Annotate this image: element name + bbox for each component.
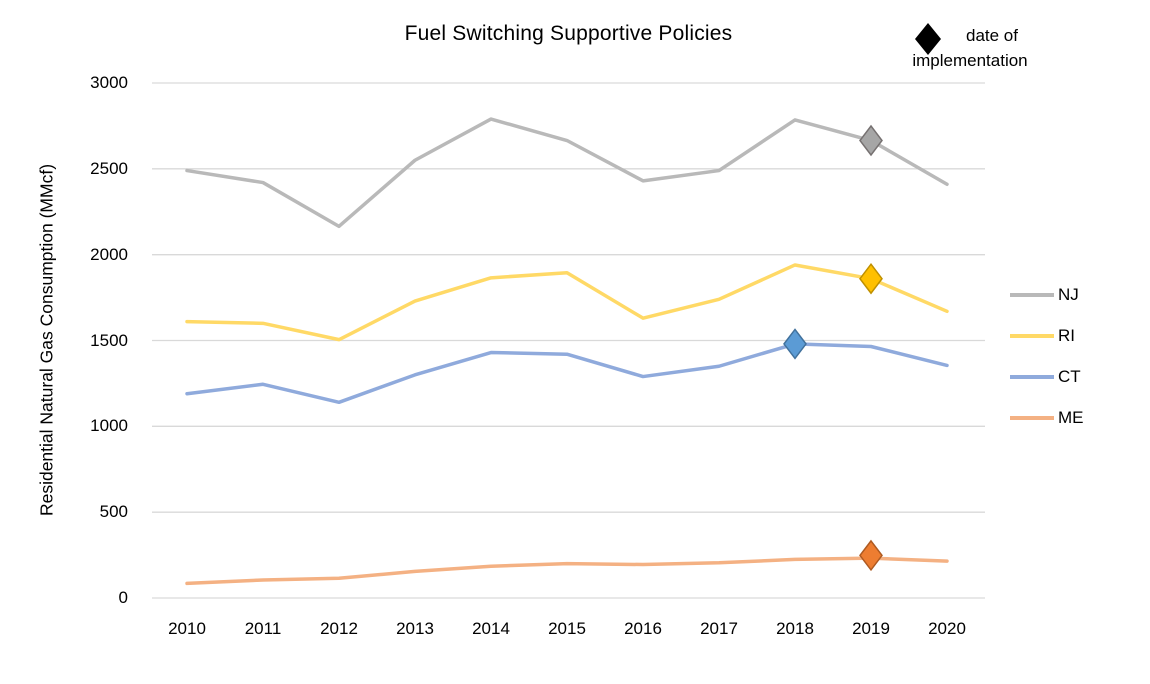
implementation-marker-RI <box>859 262 883 295</box>
series-line-CT <box>185 342 949 405</box>
y-tick-label-3000: 3000 <box>90 73 128 92</box>
x-tick-label-2020: 2020 <box>928 619 966 638</box>
legend-label-NJ: NJ <box>1058 285 1079 304</box>
x-tick-label-2019: 2019 <box>852 619 890 638</box>
x-tick-label-2016: 2016 <box>624 619 662 638</box>
y-tick-label-500: 500 <box>99 502 128 522</box>
x-tick-label-2011: 2011 <box>244 619 282 638</box>
implementation-marker-CT <box>783 328 807 360</box>
implementation-legend-line2: implementation <box>912 51 1028 70</box>
legend-item-NJ: NJ <box>1010 283 1079 307</box>
chart-title: Fuel Switching Supportive Policies <box>404 22 733 45</box>
y-tick-label-2000: 2000 <box>90 244 128 264</box>
legend-line-swatch-CT <box>1010 375 1054 379</box>
y-tick-label-0: 0 <box>118 588 128 607</box>
series-line-ME <box>185 556 949 586</box>
legend-line-swatch-NJ <box>1010 293 1054 297</box>
legend-item-CT: CT <box>1010 365 1081 389</box>
x-tick-label-2013: 2013 <box>396 619 434 638</box>
legend-line-swatch-ME <box>1010 416 1054 420</box>
x-tick-label-2010: 2010 <box>168 619 206 638</box>
implementation-diamond-icon <box>915 23 941 55</box>
x-tick-label-2017: 2017 <box>700 619 738 638</box>
legend-item-ME: ME <box>1010 406 1084 430</box>
y-tick-label-1500: 1500 <box>90 330 128 350</box>
implementation-legend-line1: date of <box>966 26 1018 45</box>
legend-label-ME: ME <box>1058 408 1084 427</box>
x-tick-label-2015: 2015 <box>548 619 586 638</box>
series-line-NJ <box>185 117 949 229</box>
y-tick-label-1000: 1000 <box>90 416 128 436</box>
y-tick-label-2500: 2500 <box>90 158 128 178</box>
legend-label-CT: CT <box>1058 367 1081 386</box>
legend-label-RI: RI <box>1058 326 1075 345</box>
implementation-marker-NJ <box>859 124 883 157</box>
legend-line-swatch-RI <box>1010 334 1054 338</box>
implementation-marker-ME <box>859 539 883 572</box>
x-tick-label-2014: 2014 <box>472 619 510 638</box>
x-tick-label-2012: 2012 <box>320 619 358 638</box>
legend-item-RI: RI <box>1010 324 1075 348</box>
series-line-RI <box>185 263 949 342</box>
x-tick-label-2018: 2018 <box>776 619 814 638</box>
